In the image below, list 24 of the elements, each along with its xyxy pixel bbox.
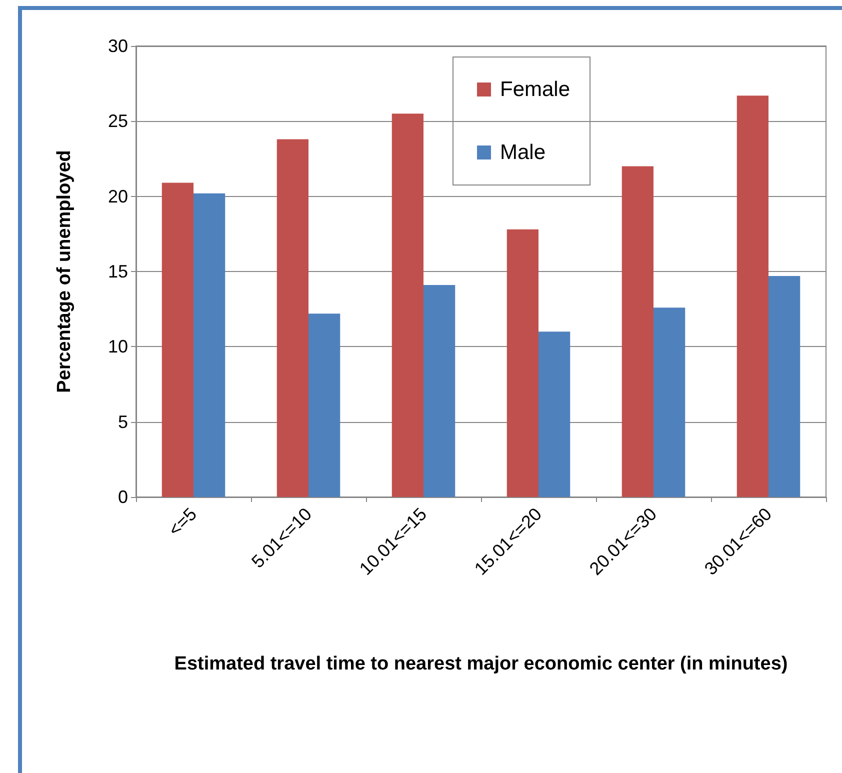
y-tick-label: 10	[108, 336, 128, 357]
bar	[424, 285, 456, 497]
bar	[654, 308, 686, 497]
bar	[392, 114, 424, 497]
bar	[194, 193, 226, 497]
x-axis-title: Estimated travel time to nearest major economic center (in minutes)	[174, 654, 788, 674]
x-tick-label: <=5	[164, 504, 201, 540]
bar	[276, 139, 308, 497]
y-tick-label: 30	[108, 36, 128, 56]
y-tick-label: 0	[118, 487, 128, 507]
y-tick-label: 15	[108, 262, 128, 282]
legend-label: Male	[500, 141, 546, 164]
bar	[506, 229, 538, 497]
legend-label: Female	[500, 78, 570, 101]
bar	[162, 182, 194, 497]
bar	[736, 96, 768, 497]
bar	[622, 166, 654, 497]
y-tick-label: 20	[108, 186, 128, 206]
bar	[768, 276, 800, 497]
bar	[538, 332, 570, 497]
bar	[308, 314, 340, 497]
y-axis-title: Percentage of unemployed	[54, 150, 75, 393]
y-tick-label: 5	[118, 412, 128, 432]
y-tick-label: 25	[108, 111, 128, 132]
